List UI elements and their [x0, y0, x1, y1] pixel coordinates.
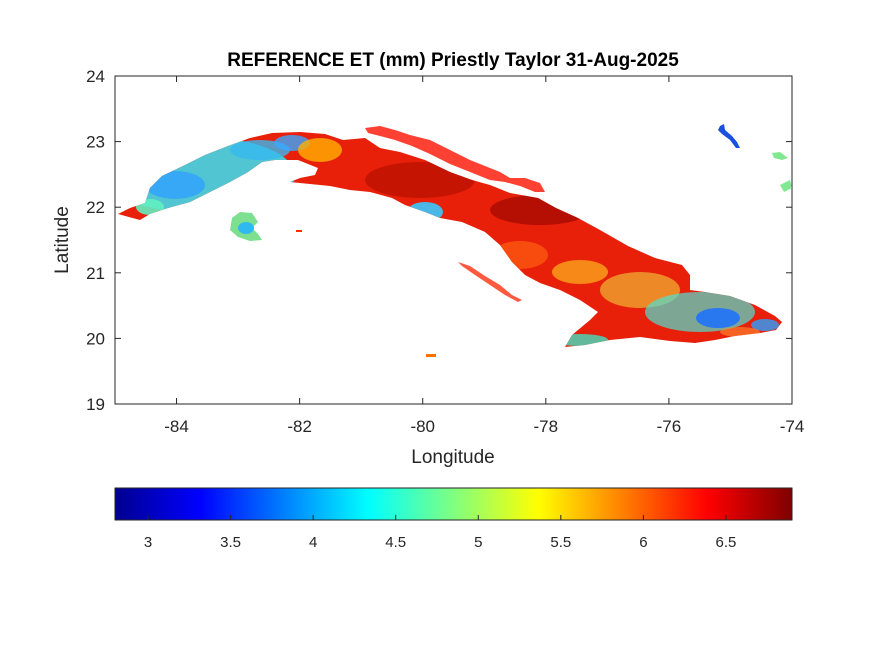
x-axis: -84 -82 -80 -78 -76 -74: [164, 76, 804, 436]
x-tick-label: -84: [164, 417, 189, 436]
colorbar-tick-label: 3: [144, 534, 152, 551]
x-tick-label: -80: [410, 417, 435, 436]
islet-ne-blue: [718, 124, 740, 148]
north-keys: [365, 126, 545, 192]
value-regions: [118, 135, 779, 346]
colorbar-tick-label: 3.5: [220, 534, 241, 551]
colorbar-tick-label: 6.5: [716, 534, 737, 551]
x-tick-label: -74: [780, 417, 805, 436]
islet-east-1: [772, 152, 788, 160]
et-raster-map: [118, 124, 792, 357]
x-tick-label: -82: [287, 417, 312, 436]
colorbar-tick-label: 4.5: [385, 534, 406, 551]
y-tick-label: 21: [86, 264, 105, 283]
y-tick-label: 24: [86, 67, 105, 86]
chart-title: REFERENCE ET (mm) Priestly Taylor 31-Aug…: [227, 50, 679, 71]
y-axis: 19 20 21 22 23 24: [86, 67, 792, 414]
y-tick-label: 22: [86, 198, 105, 217]
x-axis-label: Longitude: [411, 447, 494, 468]
y-axis-label: Latitude: [52, 206, 73, 274]
colorbar-tick-label: 5: [474, 534, 482, 551]
colorbar-gradient: [114, 487, 793, 521]
x-tick-label: -76: [657, 417, 682, 436]
axes-box: [114, 75, 793, 405]
colorbar-tick-label: 6: [639, 534, 647, 551]
x-tick-label: -78: [534, 417, 559, 436]
colorbar-tick-label: 4: [309, 534, 317, 551]
islet-east-2: [780, 180, 792, 192]
colorbar-tick-label: 5.5: [550, 534, 571, 551]
y-tick-label: 23: [86, 133, 105, 152]
y-tick-label: 20: [86, 329, 105, 348]
colorbar: 3 3.5 4 4.5 5 5.5 6 6.5: [114, 487, 793, 551]
y-tick-label: 19: [86, 395, 105, 414]
south-keys: [458, 262, 522, 302]
